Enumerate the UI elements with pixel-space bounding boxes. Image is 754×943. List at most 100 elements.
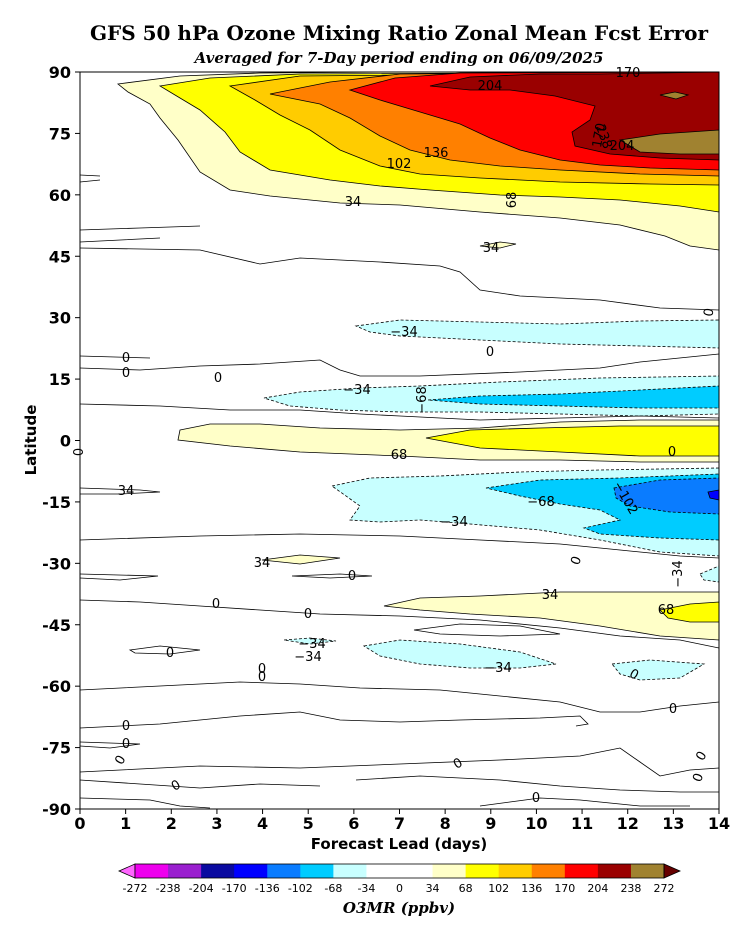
colorbar-tick-label: -68 (324, 882, 342, 895)
contour-fill-68-eq (425, 425, 719, 457)
x-tick-label: 11 (571, 814, 593, 833)
colorbar-tick-label: -102 (288, 882, 313, 895)
contour-label: 0 (122, 737, 130, 752)
colorbar-tick-label: 68 (459, 882, 473, 895)
contour-label: 0 (122, 366, 130, 381)
contour-label: 204 (610, 139, 635, 154)
x-tick-label: 3 (211, 814, 222, 833)
contour-label: 34 (483, 241, 500, 256)
x-tick-label: 7 (394, 814, 405, 833)
y-tick-label: 30 (49, 309, 71, 328)
contour-fill-neg34e (611, 659, 706, 681)
x-axis-label: Forecast Lead (days) (311, 835, 487, 853)
colorbar-tick-label: -136 (255, 882, 280, 895)
y-tick-label: 15 (49, 370, 71, 389)
colorbar-swatch (597, 864, 632, 878)
contour-label: 0 (214, 371, 222, 386)
colorbar-swatch (366, 864, 400, 878)
y-axis-label: Latitude (22, 405, 40, 476)
colorbar-swatch (135, 864, 169, 878)
colorbar-extend-min (118, 863, 136, 879)
contour-label: 68 (391, 448, 408, 463)
contour-label: 0 (122, 719, 130, 734)
x-tick-label: 0 (74, 814, 85, 833)
contour-fill-68-s (659, 601, 719, 623)
contour-label: −34 (294, 650, 321, 665)
colorbar-swatch (531, 864, 566, 878)
contour-label: −68 (527, 495, 554, 510)
colorbar-swatch (300, 864, 334, 878)
contour-label: 0 (258, 670, 266, 685)
y-tick-label: -60 (42, 677, 71, 696)
colorbar-tick-label: -272 (123, 882, 148, 895)
contour-label: 68 (658, 603, 675, 618)
contour-label: 0 (669, 702, 677, 717)
colorbar-swatch (168, 864, 202, 878)
colorbar-swatch (564, 864, 599, 878)
colorbar-tick-label: 238 (620, 882, 641, 895)
colorbar-swatch (333, 864, 367, 878)
contour-label: 204 (478, 79, 503, 94)
contour-label: 0 (532, 791, 540, 806)
y-tick-label: -75 (42, 739, 71, 758)
y-tick-label: 90 (49, 63, 71, 82)
colorbar-swatch (399, 864, 434, 878)
colorbar-swatch (201, 864, 235, 878)
contour-label: 0 (258, 662, 266, 677)
y-tick-label: -30 (42, 554, 71, 573)
contour-label: 34 (118, 484, 135, 499)
y-axis: 90 75 60 45 30 15 0 -15 -30 -45 -60 -75 -90 (42, 63, 80, 819)
contour-label: 34 (254, 556, 271, 571)
x-axis: 0 1 2 3 4 5 6 7 8 9 10 11 12 13 14 (74, 809, 730, 833)
x-tick-label: 14 (708, 814, 730, 833)
y-tick-label: 60 (49, 186, 71, 205)
colorbar: -272 -238 -204 -170 -136 -102 -68 -34 0 34 68 102 13… (118, 863, 681, 895)
y-tick-label: -15 (42, 493, 71, 512)
contour-fill-34-s1 (261, 554, 341, 565)
contour-fill-neg102 (613, 477, 719, 515)
y-tick-label: 75 (49, 124, 71, 143)
contour-label: −34 (671, 560, 686, 587)
colorbar-tick-label: -170 (222, 882, 247, 895)
colorbar-tick-label: 0 (396, 882, 403, 895)
colorbar-swatch (465, 864, 500, 878)
colorbar-tick-label: 204 (587, 882, 608, 895)
x-tick-label: 10 (525, 814, 547, 833)
contour-fill-neg34a (354, 319, 719, 349)
contour-label: −34 (390, 325, 417, 340)
contour-label: −68 (415, 386, 430, 413)
contour-fill-238b (659, 91, 690, 100)
colorbar-tick-label: 272 (654, 882, 675, 895)
colorbar-swatch (498, 864, 533, 878)
contour-fill-neg34f (283, 637, 337, 645)
x-tick-label: 8 (440, 814, 451, 833)
contour-label: 170 (590, 122, 609, 149)
x-tick-label: 1 (120, 814, 131, 833)
y-tick-label: -45 (42, 616, 71, 635)
colorbar-tick-label: -34 (357, 882, 375, 895)
contour-label: −34 (298, 637, 325, 652)
contour-label: −34 (484, 661, 511, 676)
plot-area (80, 72, 719, 809)
colorbar-swatch (234, 864, 268, 878)
contour-label: 0 (72, 448, 87, 456)
colorbar-swatch (267, 864, 301, 878)
x-tick-label: 12 (617, 814, 639, 833)
contour-fill-neg34g (699, 565, 719, 583)
colorbar-tick-label: 34 (426, 882, 440, 895)
contour-label: 0 (348, 569, 356, 584)
x-tick-label: 6 (348, 814, 359, 833)
x-tick-label: 13 (662, 814, 684, 833)
y-tick-label: -90 (42, 800, 71, 819)
contour-label: 170 (616, 66, 641, 81)
contour-fill-neg136 (707, 489, 719, 501)
contour-fill-238 (618, 129, 719, 155)
contour-label: −34 (343, 383, 370, 398)
contour-label: 0 (212, 597, 220, 612)
colorbar-extend-max (663, 863, 681, 879)
chart-subtitle: Averaged for 7-Day period ending on 06/0… (193, 49, 604, 67)
chart-title: GFS 50 hPa Ozone Mixing Ratio Zonal Mean… (90, 21, 709, 45)
x-tick-label: 9 (485, 814, 496, 833)
